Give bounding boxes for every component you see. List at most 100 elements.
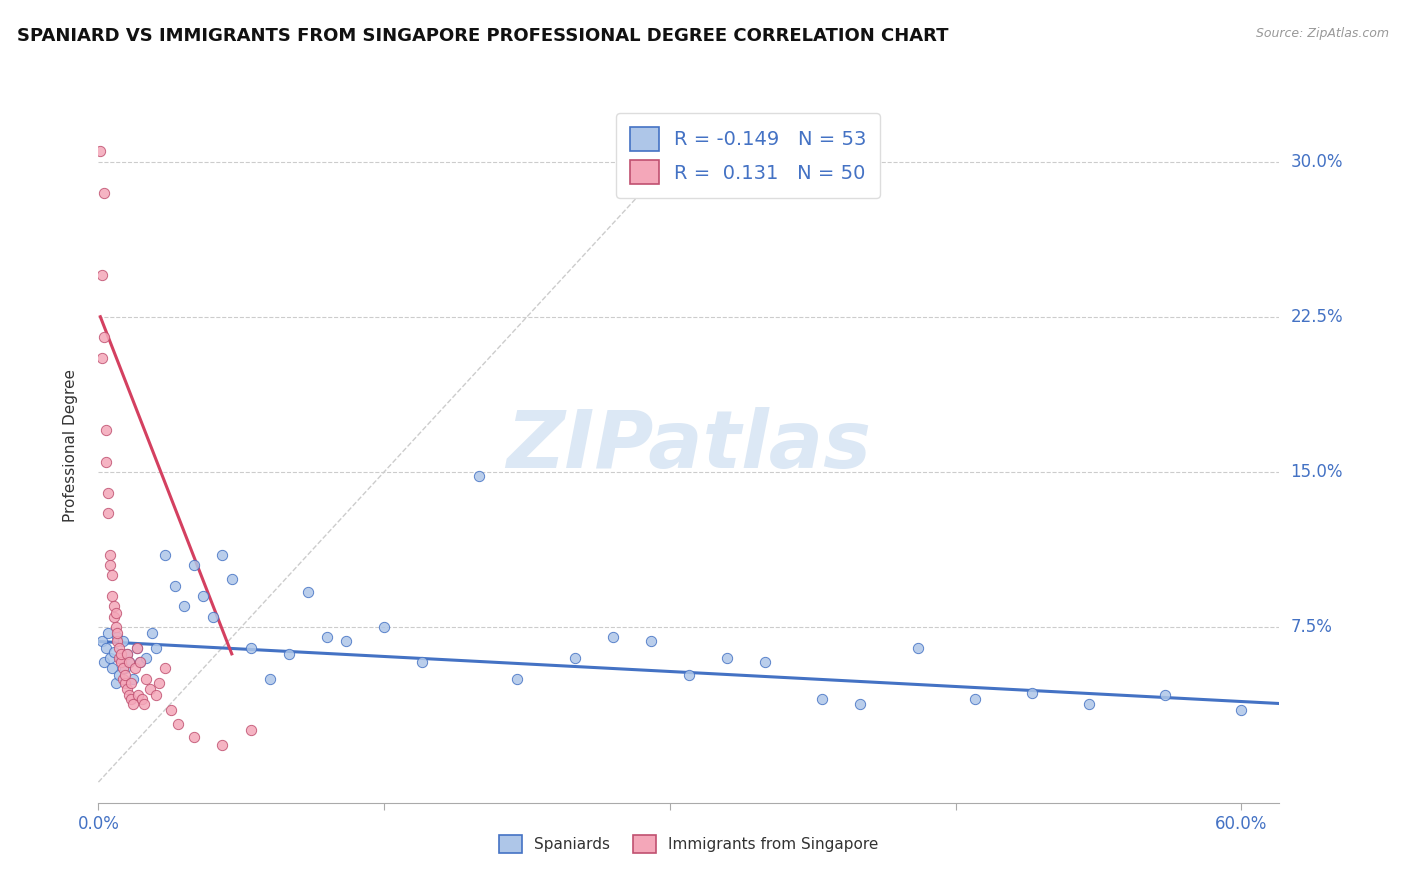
Point: [103, 609, 125, 624]
Point: [112, 661, 135, 675]
Point: [811, 692, 834, 706]
Y-axis label: Professional Degree: Professional Degree: [63, 369, 77, 523]
Point: [91, 268, 114, 283]
Point: [183, 558, 205, 572]
Point: [602, 630, 624, 644]
Point: [145, 688, 167, 702]
Point: [108, 640, 131, 655]
Point: [145, 640, 167, 655]
Point: [112, 672, 135, 686]
Point: [259, 672, 281, 686]
Point: [110, 655, 132, 669]
Point: [640, 634, 662, 648]
Point: [98, 651, 121, 665]
Point: [135, 672, 157, 686]
Point: [277, 647, 299, 661]
Point: [678, 667, 700, 681]
Point: [121, 697, 143, 711]
Point: [1154, 688, 1177, 702]
Text: Source: ZipAtlas.com: Source: ZipAtlas.com: [1256, 27, 1389, 40]
Point: [115, 681, 138, 696]
Point: [115, 647, 138, 661]
Point: [97, 626, 120, 640]
Point: [93, 655, 115, 669]
Point: [100, 589, 122, 603]
Text: 7.5%: 7.5%: [1291, 618, 1333, 636]
Point: [239, 640, 262, 655]
Point: [93, 186, 115, 200]
Point: [159, 703, 181, 717]
Point: [120, 692, 142, 706]
Point: [107, 634, 129, 648]
Point: [134, 697, 156, 711]
Point: [316, 630, 339, 644]
Point: [91, 634, 114, 648]
Point: [93, 330, 115, 344]
Point: [118, 655, 141, 669]
Point: [129, 655, 152, 669]
Point: [716, 651, 738, 665]
Point: [89, 145, 111, 159]
Point: [297, 584, 319, 599]
Point: [94, 424, 117, 438]
Point: [468, 469, 491, 483]
Point: [125, 640, 148, 655]
Point: [108, 651, 131, 665]
Point: [127, 688, 149, 702]
Point: [110, 651, 132, 665]
Point: [110, 647, 132, 661]
Point: [98, 558, 121, 572]
Point: [97, 506, 120, 520]
Point: [104, 606, 127, 620]
Point: [120, 676, 142, 690]
Point: [148, 676, 170, 690]
Point: [114, 667, 136, 681]
Legend: Spaniards, Immigrants from Singapore: Spaniards, Immigrants from Singapore: [494, 829, 884, 859]
Text: 15.0%: 15.0%: [1291, 463, 1343, 481]
Point: [125, 640, 148, 655]
Point: [153, 548, 176, 562]
Point: [907, 640, 929, 655]
Point: [153, 661, 176, 675]
Point: [141, 626, 163, 640]
Point: [139, 681, 162, 696]
Point: [173, 599, 195, 614]
Point: [411, 655, 433, 669]
Point: [135, 651, 157, 665]
Point: [373, 620, 395, 634]
Point: [104, 620, 127, 634]
Point: [97, 485, 120, 500]
Point: [963, 692, 986, 706]
Point: [94, 640, 117, 655]
Point: [129, 655, 152, 669]
Point: [239, 723, 262, 738]
Text: 30.0%: 30.0%: [1291, 153, 1343, 170]
Point: [221, 573, 243, 587]
Point: [183, 730, 205, 744]
Point: [100, 661, 122, 675]
Point: [1021, 686, 1043, 700]
Point: [211, 738, 233, 752]
Point: [114, 661, 136, 675]
Point: [506, 672, 529, 686]
Point: [104, 676, 127, 690]
Point: [163, 579, 186, 593]
Point: [118, 688, 141, 702]
Point: [115, 647, 138, 661]
Text: SPANIARD VS IMMIGRANTS FROM SINGAPORE PROFESSIONAL DEGREE CORRELATION CHART: SPANIARD VS IMMIGRANTS FROM SINGAPORE PR…: [17, 27, 949, 45]
Point: [100, 568, 122, 582]
Point: [211, 548, 233, 562]
Point: [335, 634, 357, 648]
Point: [98, 548, 121, 562]
Point: [91, 351, 114, 365]
Point: [1230, 703, 1253, 717]
Point: [754, 655, 776, 669]
Point: [94, 454, 117, 468]
Point: [114, 676, 136, 690]
Point: [108, 667, 131, 681]
Point: [124, 661, 146, 675]
Point: [201, 609, 224, 624]
Point: [131, 692, 153, 706]
Text: ZIPatlas: ZIPatlas: [506, 407, 872, 485]
Point: [112, 634, 135, 648]
